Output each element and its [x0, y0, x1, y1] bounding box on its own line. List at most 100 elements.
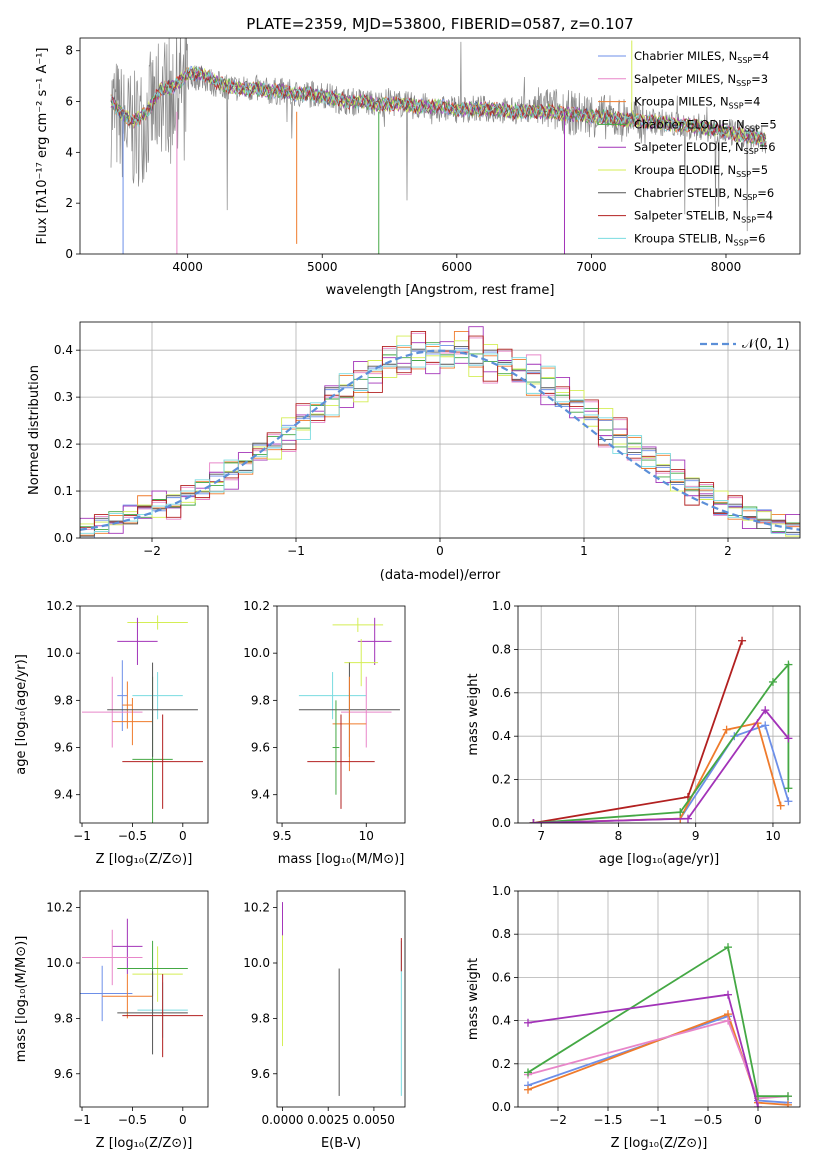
age-vs-Z-ytick-label: 9.4 [54, 788, 73, 802]
spectrum-xtick-label: 7000 [576, 260, 607, 274]
mass-vs-EBV-axes: 0.0000 0.0025 0.0050 9.6 9.8 10.0 10.2 [243, 901, 395, 1127]
spectrum-frame [79, 37, 801, 255]
histogram-step [80, 344, 800, 538]
mass-weight-vs-Z-ytick-label: 0.0 [492, 1100, 511, 1114]
mass-weight-line [527, 945, 788, 1098]
residual-histogram-ytick-label: 0.4 [54, 343, 73, 357]
age-vs-Z-xtick-label: −1 [73, 829, 91, 843]
legend-label: Salpeter STELIB, NSSP=4 [634, 209, 773, 225]
residual-histogram-xtick-label: −1 [287, 544, 305, 558]
mass-weight-vs-age-ytick-label: 0.2 [492, 773, 511, 787]
mass-weight-vs-age-ytick-label: 0.6 [492, 686, 511, 700]
mass-vs-EBV-ytick-label: 10.2 [243, 901, 270, 915]
mass-weight-line [533, 640, 743, 823]
age-vs-Z-ylabel: age [log₁₀(age/yr)] [14, 654, 29, 775]
spectrum-ytick-label: 4 [65, 145, 73, 159]
mass-weight-vs-age-xtick-label: 10 [765, 829, 780, 843]
mass-weight-vs-age-ytick-label: 0.8 [492, 642, 511, 656]
mass-weight-vs-age-frame [517, 605, 801, 824]
mass-weight-line [533, 724, 790, 823]
legend-label: Kroupa ELODIE, NSSP=5 [634, 163, 768, 179]
mass-vs-Z-axes: −1 −0.5 0 9.6 9.8 10.0 10.2 [46, 901, 186, 1127]
spectrum-xlabel: wavelength [Angstrom, rest frame] [326, 283, 555, 298]
age-vs-mass-xtick-label: 10 [359, 829, 374, 843]
age-vs-Z-ytick-label: 10.0 [46, 646, 73, 660]
age-vs-mass-axes: 9.5 10 9.4 9.6 9.8 10.0 10.2 [243, 599, 374, 843]
residual-histogram-axes: −2 −1 0 1 2 0.0 0.1 0.2 0.3 0.4 [54, 322, 800, 558]
mass-vs-EBV-frame [276, 890, 406, 1108]
mass-vs-Z-ylabel: mass [log₁₀(M/M⊙)] [14, 936, 29, 1063]
mass-vs-Z-xtick-label: −0.5 [118, 1113, 147, 1127]
residual-histogram-xtick-label: 1 [580, 544, 588, 558]
mass-vs-Z-ytick-label: 9.8 [54, 1011, 73, 1025]
figure-title: PLATE=2359, MJD=53800, FIBERID=0587, z=0… [246, 15, 633, 33]
age-vs-Z-xlabel: Z [log₁₀(Z/Z⊙)] [96, 852, 193, 867]
age-vs-Z-ytick-label: 9.6 [54, 741, 73, 755]
residual-histogram-ytick-label: 0.0 [54, 531, 73, 545]
mass-vs-EBV-plot-area [281, 902, 402, 1096]
residual-histogram-xtick-label: 0 [436, 544, 444, 558]
mass-weight-vs-Z-xtick-label: −1.5 [593, 1113, 622, 1127]
mass-weight-vs-Z-ytick-label: 0.4 [492, 1014, 511, 1028]
spectrum-xtick-label: 8000 [711, 260, 742, 274]
mass-weight-vs-Z-xlabel: Z [log₁₀(Z/Z⊙)] [611, 1136, 708, 1151]
age-vs-Z-ytick-label: 10.2 [46, 599, 73, 613]
histogram-legend-label: 𝒩(0, 1) [742, 337, 789, 352]
legend-label: Chabrier MILES, NSSP=4 [634, 49, 769, 65]
mass-weight-vs-Z-ytick-label: 0.2 [492, 1057, 511, 1071]
mass-weight-vs-Z-xtick-label: −1 [649, 1113, 667, 1127]
spectrum-xtick-label: 4000 [172, 260, 203, 274]
mass-weight-vs-age-ylabel: mass weight [466, 673, 481, 755]
residual-histogram-ytick-label: 0.2 [54, 437, 73, 451]
age-vs-mass-ytick-label: 9.8 [251, 693, 270, 707]
mass-weight-vs-Z-axes: −2 −1.5 −1 −0.5 0 0.0 0.2 0.4 0.6 0.8 1.0 [492, 884, 800, 1127]
mass-weight-vs-Z-xtick-label: 0 [754, 1113, 762, 1127]
mass-vs-EBV-xlabel: E(B-V) [321, 1136, 361, 1151]
spectrum-ytick-label: 2 [65, 196, 73, 210]
age-vs-Z-axes: −1 −0.5 0 9.4 9.6 9.8 10.0 10.2 [46, 599, 186, 843]
mass-weight-vs-Z-ytick-label: 0.8 [492, 927, 511, 941]
mass-weight-vs-Z-plot-area [524, 943, 792, 1107]
age-vs-mass-xtick-label: 9.5 [273, 829, 292, 843]
age-vs-mass-frame [276, 605, 406, 824]
mass-weight-vs-Z-xtick-label: −2 [549, 1113, 567, 1127]
mass-weight-vs-age-xtick-label: 8 [615, 829, 623, 843]
mass-weight-vs-Z-xtick-label: −0.5 [693, 1113, 722, 1127]
spectrum-xtick-label: 6000 [442, 260, 473, 274]
residual-histogram-plot-area [80, 326, 800, 538]
mass-weight-vs-age-ytick-label: 1.0 [492, 599, 511, 613]
age-vs-mass-ytick-label: 9.6 [251, 741, 270, 755]
legend-label: Chabrier ELODIE, NSSP=5 [634, 117, 777, 133]
age-vs-mass-xlabel: mass [log₁₀(M/M⊙)] [278, 852, 405, 867]
spectrum-ytick-label: 0 [65, 247, 73, 261]
age-vs-Z-xtick-label: 0 [179, 829, 187, 843]
age-vs-Z-xtick-label: −0.5 [118, 829, 147, 843]
age-vs-mass-ytick-label: 9.4 [251, 788, 270, 802]
mass-vs-Z-xtick-label: 0 [179, 1113, 187, 1127]
spectrum-axes: 4000 5000 6000 7000 8000 0 2 4 6 8 [65, 44, 741, 274]
age-vs-mass-plot-area [298, 617, 400, 809]
mass-weight-vs-age-plot-area [529, 636, 793, 823]
age-vs-Z-plot-area [82, 615, 203, 823]
spectrum-xtick-label: 5000 [307, 260, 338, 274]
spectrum-legend: Chabrier MILES, NSSP=4 Salpeter MILES, NS… [598, 49, 777, 247]
mass-weight-line [533, 708, 790, 823]
legend-label: Salpeter MILES, NSSP=3 [634, 72, 768, 88]
mass-weight-line [527, 1019, 789, 1100]
mass-weight-line [533, 662, 790, 823]
histogram-ylabel: Normed distribution [27, 365, 42, 495]
mass-vs-Z-xlabel: Z [log₁₀(Z/Z⊙)] [96, 1136, 193, 1151]
mass-vs-EBV-xtick-label: 0.0050 [353, 1113, 395, 1127]
residual-histogram-ytick-label: 0.1 [54, 484, 73, 498]
spectrum-ylabel: Flux [fλ10⁻¹⁷ erg cm⁻² s⁻¹ A⁻¹] [35, 48, 50, 245]
legend-label: Kroupa STELIB, NSSP=6 [634, 231, 765, 247]
mass-weight-vs-age-axes: 7 8 9 10 0.0 0.2 0.4 0.6 0.8 1.0 [492, 599, 800, 843]
mass-vs-EBV-ytick-label: 10.0 [243, 956, 270, 970]
mass-weight-line [533, 722, 782, 823]
mass-vs-Z-ytick-label: 10.2 [46, 901, 73, 915]
mass-vs-EBV-ytick-label: 9.8 [251, 1011, 270, 1025]
age-vs-mass-ytick-label: 10.0 [243, 646, 270, 660]
spectrum-model-line [110, 66, 767, 147]
age-vs-Z-frame [79, 605, 209, 824]
